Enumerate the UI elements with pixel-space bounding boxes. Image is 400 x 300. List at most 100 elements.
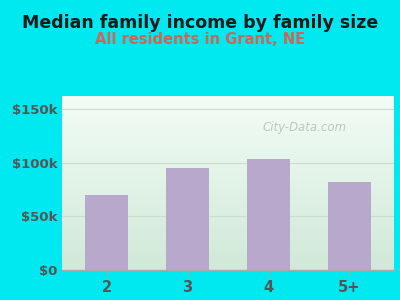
- Bar: [62, 156, 394, 157]
- Bar: [62, 230, 394, 231]
- Bar: [62, 110, 394, 111]
- Bar: [62, 134, 394, 135]
- Bar: [62, 160, 394, 161]
- Bar: [62, 160, 394, 161]
- Text: All residents in Grant, NE: All residents in Grant, NE: [95, 32, 305, 46]
- Bar: [62, 189, 394, 190]
- Bar: [62, 235, 394, 236]
- Bar: [62, 142, 394, 143]
- Bar: [62, 120, 394, 121]
- Bar: [62, 135, 394, 136]
- Bar: [62, 119, 394, 120]
- Bar: [62, 148, 394, 149]
- Bar: [62, 197, 394, 198]
- Bar: [62, 212, 394, 213]
- Bar: [62, 129, 394, 130]
- Bar: [62, 234, 394, 235]
- Bar: [62, 243, 394, 244]
- Bar: [62, 182, 394, 183]
- Bar: [62, 99, 394, 100]
- Bar: [62, 211, 394, 212]
- Bar: [62, 204, 394, 205]
- Bar: [62, 171, 394, 172]
- Bar: [62, 250, 394, 251]
- Bar: [62, 255, 394, 256]
- Bar: [62, 108, 394, 109]
- Bar: [62, 186, 394, 187]
- Bar: [62, 100, 394, 101]
- Bar: [62, 109, 394, 110]
- Bar: [62, 263, 394, 264]
- Bar: [62, 220, 394, 221]
- Bar: [62, 257, 394, 258]
- Bar: [62, 248, 394, 249]
- Bar: [62, 175, 394, 176]
- Bar: [62, 98, 394, 99]
- Bar: [62, 252, 394, 253]
- Bar: [62, 209, 394, 210]
- Bar: [62, 103, 394, 104]
- Bar: [62, 269, 394, 270]
- Bar: [62, 237, 394, 238]
- Bar: [62, 244, 394, 245]
- Bar: [62, 137, 394, 138]
- Bar: [62, 97, 394, 98]
- Bar: [62, 161, 394, 162]
- Bar: [62, 226, 394, 227]
- Bar: [62, 236, 394, 237]
- Bar: [62, 127, 394, 128]
- Bar: [62, 153, 394, 154]
- Bar: [62, 163, 394, 164]
- Bar: [62, 101, 394, 102]
- Bar: [62, 151, 394, 152]
- Bar: [62, 141, 394, 142]
- Bar: [62, 144, 394, 145]
- Bar: [62, 178, 394, 179]
- Bar: [62, 266, 394, 267]
- Bar: [62, 256, 394, 257]
- Bar: [62, 183, 394, 184]
- Bar: [62, 123, 394, 124]
- Bar: [62, 169, 394, 170]
- Bar: [62, 157, 394, 158]
- Bar: [62, 223, 394, 224]
- Bar: [62, 261, 394, 262]
- Bar: [62, 114, 394, 115]
- Bar: [62, 195, 394, 196]
- Bar: [62, 187, 394, 188]
- Bar: [62, 118, 394, 119]
- Bar: [62, 196, 394, 197]
- Bar: [62, 170, 394, 171]
- Bar: [62, 132, 394, 133]
- Bar: [62, 219, 394, 220]
- Bar: [62, 172, 394, 173]
- Bar: [62, 210, 394, 211]
- Bar: [62, 107, 394, 108]
- Bar: [62, 265, 394, 266]
- Bar: [62, 111, 394, 112]
- Bar: [62, 203, 394, 204]
- Bar: [62, 181, 394, 182]
- Bar: [62, 238, 394, 239]
- Bar: [62, 206, 394, 207]
- Bar: [62, 140, 394, 141]
- Bar: [62, 231, 394, 232]
- Bar: [62, 199, 394, 200]
- Bar: [62, 251, 394, 252]
- Bar: [62, 167, 394, 168]
- Bar: [62, 192, 394, 193]
- Bar: [62, 113, 394, 114]
- Bar: [62, 193, 394, 194]
- Bar: [62, 138, 394, 139]
- Bar: [62, 198, 394, 199]
- Bar: [62, 249, 394, 250]
- Bar: [62, 184, 394, 185]
- Text: City-Data.com: City-Data.com: [262, 121, 346, 134]
- Bar: [62, 191, 394, 192]
- Bar: [62, 202, 394, 203]
- Text: Median family income by family size: Median family income by family size: [22, 14, 378, 32]
- Bar: [62, 117, 394, 118]
- Bar: [62, 224, 394, 225]
- Bar: [62, 215, 394, 216]
- Bar: [62, 179, 394, 180]
